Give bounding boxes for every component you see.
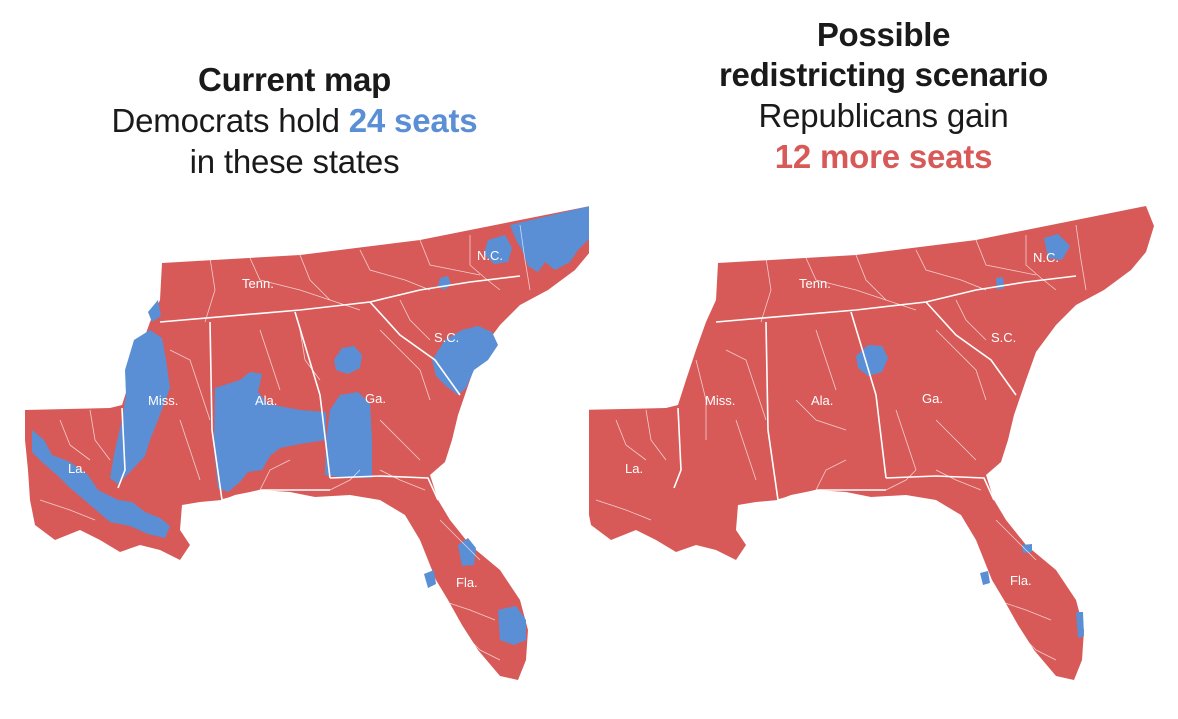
district-nc-piedmont [484, 235, 512, 264]
current-map-heading: Current map Democrats hold 24 seats in t… [0, 60, 589, 182]
scenario-label-nc: N.C. [1033, 250, 1059, 265]
district-miss-north-sliver [148, 300, 161, 322]
current-map-subtitle: Democrats hold 24 seats [0, 100, 589, 141]
scenario-subtitle: Republicans gain [758, 97, 1009, 134]
current-district-map: Tenn. N.C. S.C. Miss. Ala. Ga. La. Fla. [25, 206, 589, 680]
scenario-title-line2: redistricting scenario [718, 56, 1048, 93]
scenario-title-line1: Possible [816, 16, 951, 53]
scenario-label-fla: Fla. [1010, 573, 1032, 588]
label-nc: N.C. [477, 248, 503, 263]
district-ga-southwest [325, 392, 372, 478]
district-la [32, 430, 170, 538]
scenario-blue-fla-southeast [1076, 612, 1084, 638]
current-seat-count: 24 seats [348, 102, 478, 139]
scenario-blue-nc-charlotte [996, 277, 1004, 290]
scenario-label-sc: S.C. [991, 330, 1016, 345]
current-state-borders [117, 275, 521, 501]
scenario-map-heading: Possible redistricting scenario Republic… [589, 15, 1178, 177]
scenario-blue-fla-north [1022, 544, 1032, 553]
label-ga: Ga. [365, 391, 386, 406]
current-subtitle-prefix: Democrats hold [111, 102, 349, 139]
current-district-borders [39, 224, 531, 661]
current-map-subtitle-line2: in these states [189, 143, 400, 180]
label-ala: Ala. [255, 393, 277, 408]
district-fla-north [458, 538, 476, 566]
scenario-label-ala: Ala. [811, 393, 833, 408]
district-fla-southeast [498, 606, 526, 645]
district-nc-northeast [510, 206, 589, 272]
scenario-label-miss: Miss. [705, 393, 735, 408]
scenario-label-ga: Ga. [922, 391, 943, 406]
district-ala [214, 372, 326, 492]
scenario-seat-gain: 12 more seats [774, 138, 993, 175]
current-state-labels: Tenn. N.C. S.C. Miss. Ala. Ga. La. Fla. [68, 248, 503, 590]
scenario-map-overlay: Tenn. N.C. S.C. Miss. Ala. Ga. La. Fla. [589, 206, 1154, 680]
label-tenn: Tenn. [242, 276, 274, 291]
district-ga-atlanta [334, 346, 362, 374]
label-sc: S.C. [434, 330, 459, 345]
label-la: La. [68, 461, 86, 476]
scenario-label-la: La. [625, 461, 643, 476]
district-miss [110, 330, 170, 484]
scenario-state-labels: Tenn. N.C. S.C. Miss. Ala. Ga. La. Fla. [625, 250, 1059, 588]
scenario-blue-fla-tampa [980, 571, 990, 585]
scenario-map-panel: Tenn. N.C. S.C. Miss. Ala. Ga. La. Fla. … [589, 0, 1178, 719]
current-map-title: Current map [198, 61, 391, 98]
label-miss: Miss. [148, 393, 178, 408]
district-fla-tampa [424, 570, 436, 588]
current-democratic-districts [32, 206, 589, 645]
scenario-map-shifted [589, 206, 1154, 680]
scenario-blue-nc-piedmont [1044, 234, 1070, 260]
scenario-label-tenn: Tenn. [799, 276, 831, 291]
label-fla: Fla. [456, 575, 478, 590]
current-map-panel: Tenn. N.C. S.C. Miss. Ala. Ga. La. Fla. … [0, 60, 589, 680]
